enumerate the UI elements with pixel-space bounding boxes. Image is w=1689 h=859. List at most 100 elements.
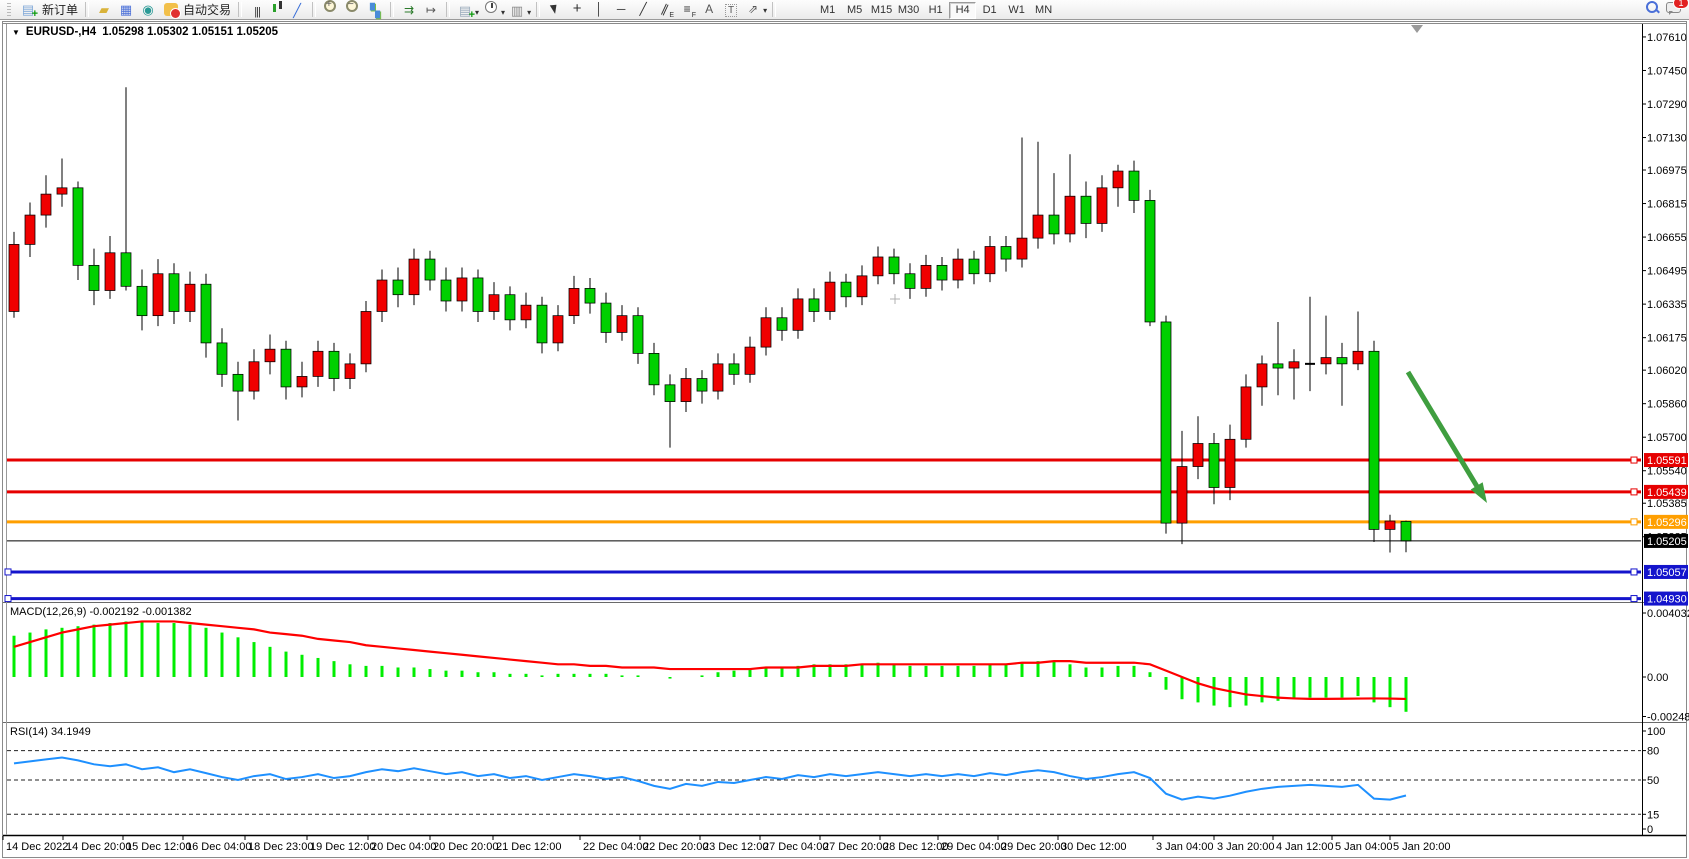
zoom-in-icon[interactable] xyxy=(322,0,340,15)
line-chart-icon[interactable] xyxy=(288,3,306,19)
macd-signal-line xyxy=(13,620,1407,701)
time-label[interactable]: 5 Jan 20:00 xyxy=(1393,841,1451,853)
timeframe-w1-button[interactable]: W1 xyxy=(1003,2,1030,19)
hline-handle-right[interactable] xyxy=(1630,456,1638,464)
navigator-icon[interactable] xyxy=(139,2,157,18)
time-label[interactable]: 3 Jan 04:00 xyxy=(1156,841,1214,853)
price-badge xyxy=(1644,564,1688,579)
time-label[interactable]: 20 Dec 20:00 xyxy=(433,841,498,853)
templates-icon[interactable] xyxy=(508,3,526,19)
time-label[interactable]: 23 Dec 12:00 xyxy=(703,841,768,853)
timeframe-d1-button[interactable]: D1 xyxy=(976,2,1003,19)
down-candle xyxy=(776,317,788,331)
timeframe-h4-button[interactable]: H4 xyxy=(949,1,977,19)
timeframe-m15-button[interactable]: M15 xyxy=(868,2,895,19)
indicators-dropdown-caret[interactable]: ▾ xyxy=(475,8,480,17)
chat-badge: 1 xyxy=(1673,0,1689,9)
hline-handle-left[interactable] xyxy=(4,568,12,576)
vertical-line-icon[interactable] xyxy=(590,1,608,17)
hline-handle-right[interactable] xyxy=(1630,518,1638,526)
autotrading-button[interactable]: 自动交易 xyxy=(159,0,234,19)
timeframe-m30-button[interactable]: M30 xyxy=(895,2,922,19)
time-label[interactable]: 21 Dec 12:00 xyxy=(496,841,561,853)
down-candle xyxy=(424,258,436,281)
chart-window-frame xyxy=(2,21,1687,858)
time-label[interactable]: 29 Dec 04:00 xyxy=(941,841,1006,853)
equidistant-channel-icon[interactable] xyxy=(656,1,674,19)
time-label[interactable]: 22 Dec 20:00 xyxy=(643,841,708,853)
time-label[interactable]: 30 Dec 12:00 xyxy=(1061,841,1126,853)
hline-handle-left[interactable] xyxy=(4,595,12,603)
tile-windows-icon[interactable] xyxy=(366,3,384,19)
text-icon[interactable] xyxy=(700,1,718,17)
new-order-label: 新订单 xyxy=(42,3,79,17)
time-label[interactable]: 15 Dec 12:00 xyxy=(126,841,191,853)
hline-handle-right[interactable] xyxy=(1630,488,1638,496)
toolbar-group-zoom xyxy=(320,0,386,20)
indicators-icon[interactable] xyxy=(456,3,475,21)
toolbar-separator xyxy=(85,2,90,17)
time-label[interactable]: 16 Dec 04:00 xyxy=(186,841,251,853)
time-label[interactable]: 27 Dec 04:00 xyxy=(763,841,828,853)
horizontal-line-icon[interactable] xyxy=(612,1,630,17)
arrows-icon[interactable] xyxy=(744,1,762,17)
down-candle xyxy=(136,285,148,317)
time-label[interactable]: 29 Dec 20:00 xyxy=(1001,841,1066,853)
fibonacci-icon[interactable] xyxy=(678,1,696,19)
time-label[interactable]: 14 Dec 20:00 xyxy=(66,841,131,853)
arrows-dropdown-caret[interactable]: ▾ xyxy=(763,6,768,16)
time-label[interactable]: 27 Dec 20:00 xyxy=(823,841,888,853)
time-label[interactable]: 20 Dec 04:00 xyxy=(371,841,436,853)
toolbar-grip[interactable] xyxy=(7,3,11,16)
timeframe-h1-button[interactable]: H1 xyxy=(922,2,949,19)
up-candle xyxy=(408,258,420,296)
cursor-icon[interactable] xyxy=(546,0,564,16)
time-label[interactable]: 18 Dec 23:00 xyxy=(248,841,313,853)
periods-icon[interactable] xyxy=(482,0,500,15)
up-candle xyxy=(456,277,468,302)
autotrading-label: 自动交易 xyxy=(183,3,232,17)
down-candle xyxy=(1080,195,1092,224)
hline-handle-right[interactable] xyxy=(1630,595,1638,603)
time-label[interactable]: 19 Dec 12:00 xyxy=(310,841,375,853)
bar-chart-icon[interactable] xyxy=(248,4,266,20)
timeframe-m1-button[interactable]: M1 xyxy=(814,2,841,19)
time-label[interactable]: 3 Jan 20:00 xyxy=(1217,841,1275,853)
down-candle xyxy=(1144,200,1156,323)
trendline-icon[interactable] xyxy=(634,1,652,17)
down-candle xyxy=(600,302,612,333)
metaeditor-icon[interactable] xyxy=(95,2,113,18)
new-order-button[interactable]: 新订单 xyxy=(14,0,81,20)
auto-scroll-icon[interactable] xyxy=(400,2,418,18)
candlestick-icon[interactable] xyxy=(270,0,284,15)
up-candle xyxy=(568,288,580,317)
trend-arrow-head[interactable] xyxy=(1470,482,1487,503)
search-icon[interactable] xyxy=(1643,0,1661,15)
time-label[interactable]: 4 Jan 12:00 xyxy=(1276,841,1334,853)
time-label[interactable]: 22 Dec 04:00 xyxy=(583,841,648,853)
timeframe-mn-button[interactable]: MN xyxy=(1030,2,1057,19)
down-candle xyxy=(664,384,676,402)
chart-shift-icon[interactable] xyxy=(422,2,440,18)
hline-handle-right[interactable] xyxy=(1630,568,1638,576)
templates-dropdown-caret[interactable]: ▾ xyxy=(527,8,532,17)
price-tick-label: 1.07450 xyxy=(1647,65,1687,77)
time-label[interactable]: 14 Dec 2022 xyxy=(6,841,68,853)
chevron-down-icon[interactable]: ▼ xyxy=(12,27,20,37)
timeframe-m5-button[interactable]: M5 xyxy=(841,2,868,19)
zoom-out-icon[interactable] xyxy=(344,0,362,15)
toolbar-group-scroll xyxy=(398,1,442,19)
text-label-icon[interactable] xyxy=(722,3,740,19)
up-candle xyxy=(1320,357,1332,365)
time-label[interactable]: 5 Jan 04:00 xyxy=(1335,841,1393,853)
toolbar-separator xyxy=(446,2,451,17)
periods-dropdown-caret[interactable]: ▾ xyxy=(501,8,506,17)
down-candle xyxy=(216,342,228,375)
time-label[interactable]: 28 Dec 12:00 xyxy=(883,841,948,853)
crosshair-icon[interactable] xyxy=(568,1,586,17)
market-watch-icon[interactable] xyxy=(117,2,135,18)
trend-arrow[interactable] xyxy=(1405,370,1482,493)
chart-shift-marker[interactable] xyxy=(1411,25,1423,33)
chat-icon[interactable]: 1 xyxy=(1665,0,1689,15)
